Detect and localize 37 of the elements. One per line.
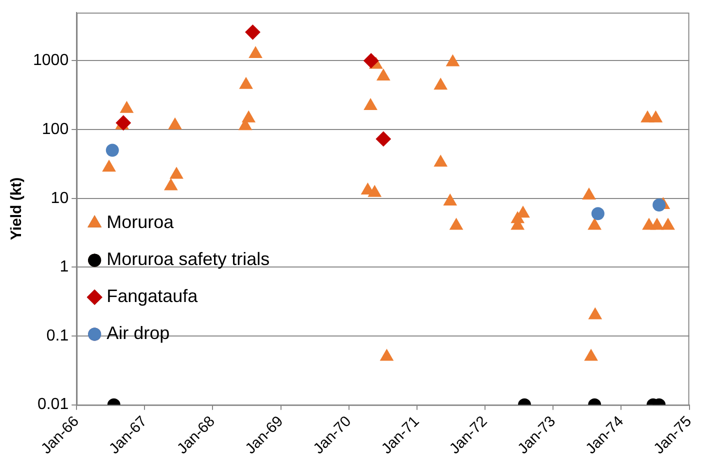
point [450,218,463,230]
point [444,194,457,206]
point [368,185,382,197]
point [446,54,460,66]
point [102,160,116,172]
y-axis-title: Yield (kt) [8,177,26,240]
point [168,118,182,130]
y-tick-label: 1 [60,258,69,276]
y-tick-label: 0.01 [37,396,69,414]
point [649,110,662,122]
y-tick-label: 0.1 [46,327,69,344]
legend-label: Moruroa [106,212,175,232]
point [380,349,394,361]
point [650,218,664,230]
point [245,24,260,40]
y-tick-label: 100 [42,120,69,138]
y-tick-label: 1000 [33,52,69,70]
point [434,155,448,167]
point [120,101,134,113]
point [364,53,379,68]
point [376,131,391,146]
point [364,98,378,110]
point [164,178,178,190]
point [434,78,448,90]
point [170,167,184,179]
point [588,218,602,230]
point [661,218,675,230]
point [239,77,253,89]
point [584,349,598,361]
y-tick-label: 10 [50,190,69,207]
point [582,188,596,200]
legend-label: Fangataufa [106,286,199,306]
point [376,68,390,80]
point [248,46,262,58]
legend-label: Moruroa safety trials [106,249,270,270]
point [588,308,602,320]
legend-label: Air drop [106,323,170,344]
